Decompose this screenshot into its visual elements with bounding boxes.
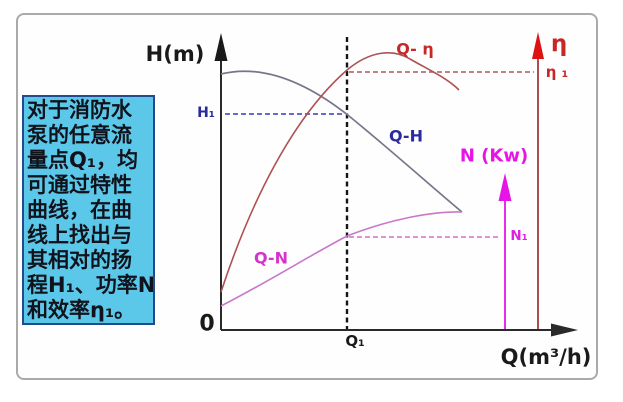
- x-axis-arrow-icon: [551, 323, 578, 337]
- note-box: 对于消防水 泵的任意流 量点Q₁，均 可通过特性 曲线，在曲 线上找出与 其相对…: [22, 95, 155, 325]
- q1-label: Q₁: [345, 332, 365, 350]
- q-eta-curve: [220, 52, 460, 293]
- note-line: 可通过特性: [27, 173, 132, 197]
- note-line: 泵的任意流: [27, 123, 132, 147]
- note-line: 量点Q₁，均: [27, 148, 139, 172]
- n-axis-arrow-icon: [498, 173, 512, 201]
- h1-label: H₁: [197, 105, 215, 121]
- q-h-curve: [220, 70, 463, 213]
- note-line: 曲线，在曲: [27, 198, 132, 222]
- q-n-curve: [220, 211, 463, 307]
- q-eta-curve-label: Q- η: [396, 39, 434, 59]
- x-axis-label: Q(m³/h): [500, 345, 592, 369]
- note-line: 线上找出与: [27, 223, 132, 247]
- n-axis-label: N (Kw): [459, 145, 529, 167]
- eta-axis-label: η: [550, 31, 568, 57]
- q-n-curve-label: Q-N: [254, 248, 288, 268]
- eta1-label: η ₁: [545, 63, 569, 81]
- note-line: 对于消防水: [27, 98, 132, 122]
- origin-label: 0: [199, 311, 215, 337]
- q-h-curve-label: Q-H: [389, 126, 423, 146]
- note-line: 其相对的扬: [27, 248, 132, 272]
- n1-label: N₁: [510, 228, 528, 244]
- note-line: 程H₁、功率N₁: [27, 273, 155, 297]
- y-axis-label: H(m): [145, 42, 205, 66]
- y-axis-arrow-icon: [214, 33, 228, 61]
- note-line: 和效率η₁。: [27, 298, 136, 322]
- eta-axis-arrow-icon: [532, 32, 544, 59]
